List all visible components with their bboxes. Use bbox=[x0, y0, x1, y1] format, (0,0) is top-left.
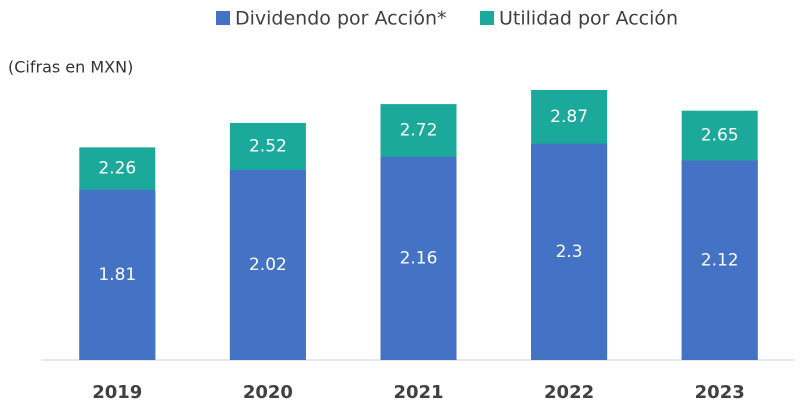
data-label: 2.3 bbox=[556, 242, 583, 262]
bar bbox=[681, 160, 758, 360]
data-label: 2.65 bbox=[701, 126, 739, 146]
chart-subtitle: (Cifras en MXN) bbox=[8, 58, 133, 77]
legend-label: Dividendo por Acción* bbox=[235, 8, 447, 30]
legend-swatch bbox=[480, 11, 494, 25]
data-label: 2.26 bbox=[98, 159, 136, 179]
bar bbox=[79, 189, 156, 360]
data-label: 2.72 bbox=[400, 120, 438, 140]
x-tick-label: 2019 bbox=[92, 382, 142, 403]
x-tick-label: 2023 bbox=[695, 382, 745, 403]
data-label: 2.16 bbox=[400, 248, 438, 268]
x-tick-label: 2020 bbox=[243, 382, 293, 403]
data-label: 1.81 bbox=[98, 265, 136, 285]
bar bbox=[531, 143, 608, 360]
legend-label: Utilidad por Acción bbox=[499, 8, 678, 30]
legend-swatch bbox=[216, 11, 230, 25]
data-label: 2.52 bbox=[249, 136, 287, 156]
x-tick-label: 2022 bbox=[544, 382, 594, 403]
x-tick-label: 2021 bbox=[393, 382, 443, 403]
data-label: 2.12 bbox=[701, 250, 739, 270]
bar bbox=[380, 156, 457, 360]
data-label: 2.87 bbox=[550, 107, 588, 127]
bar bbox=[229, 169, 306, 360]
data-label: 2.02 bbox=[249, 255, 287, 275]
